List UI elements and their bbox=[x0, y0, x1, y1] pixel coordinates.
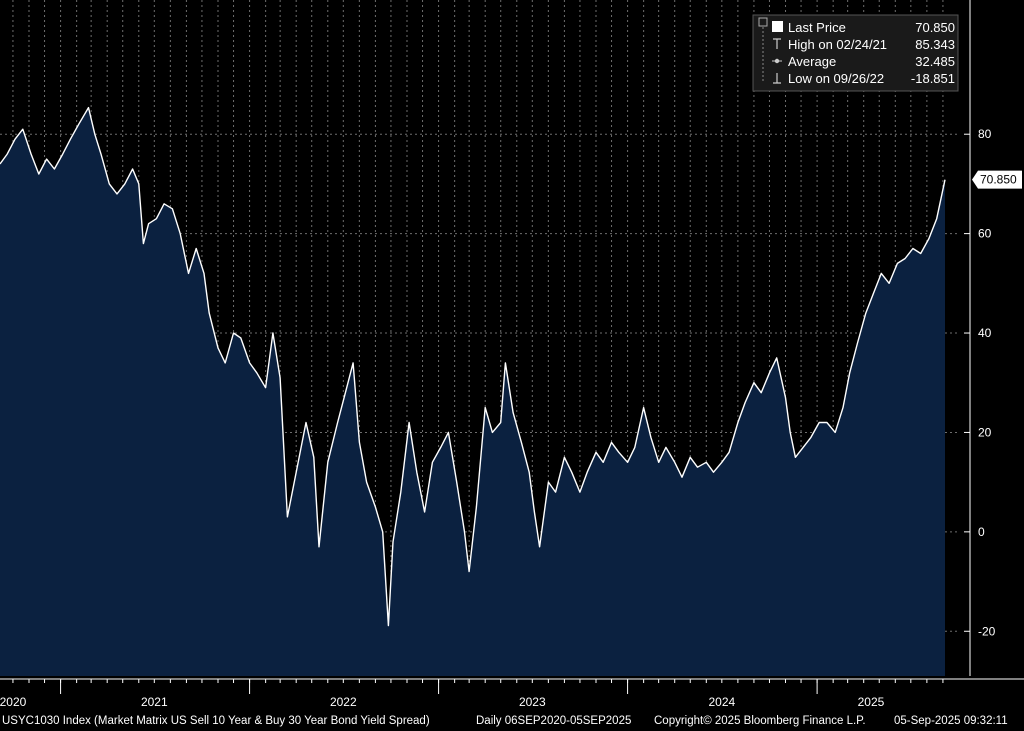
x-tick-label: 2024 bbox=[708, 695, 735, 709]
x-tick-label: 2021 bbox=[141, 695, 168, 709]
y-tick-label: 80 bbox=[978, 127, 992, 141]
legend-box bbox=[752, 14, 959, 92]
chart-area: -20 0 20 40 60 80 2020 2021 2022 2023 2024 2025 70.8… bbox=[0, 0, 1024, 709]
legend-value: 85.343 bbox=[915, 37, 955, 52]
legend-label: High on 02/24/21 bbox=[788, 37, 887, 52]
filled-square-icon bbox=[772, 21, 783, 32]
x-tick-label: 2022 bbox=[330, 695, 357, 709]
y-tick-label: 20 bbox=[978, 425, 992, 439]
legend-value: -18.851 bbox=[911, 71, 955, 86]
legend-collapse-icon bbox=[758, 17, 768, 27]
footer-range: Daily 06SEP2020-05SEP2025 bbox=[476, 715, 632, 727]
x-tick-label: 2023 bbox=[519, 695, 546, 709]
x-tick-label: 2020 bbox=[0, 695, 27, 709]
series-area bbox=[0, 107, 945, 677]
y-tick-label: 60 bbox=[978, 227, 992, 241]
high-marker-icon bbox=[773, 38, 781, 49]
footer-timestamp: 05-Sep-2025 09:32:11 bbox=[894, 715, 1008, 727]
y-tick-label: -20 bbox=[978, 624, 996, 638]
average-marker-icon bbox=[774, 58, 780, 64]
last-price-label: 70.850 bbox=[980, 173, 1017, 187]
legend-value: 32.485 bbox=[915, 54, 955, 69]
footer-copyright: Copyright© 2025 Bloomberg Finance L.P. bbox=[654, 715, 866, 727]
last-price-box bbox=[972, 170, 1022, 189]
series-line bbox=[0, 106, 946, 627]
x-tick-label: 2025 bbox=[858, 695, 885, 709]
legend-label: Average bbox=[788, 54, 836, 69]
legend-value: 70.850 bbox=[915, 20, 955, 35]
footer-security: USYC1030 Index (Market Matrix US Sell 10… bbox=[2, 715, 430, 727]
legend-label: Low on 09/26/22 bbox=[788, 71, 884, 86]
legend-label: Last Price bbox=[788, 20, 846, 35]
chart-footer: USYC1030 Index (Market Matrix US Sell 10… bbox=[0, 712, 1024, 731]
y-tick-label: 40 bbox=[978, 326, 992, 340]
low-marker-icon bbox=[773, 73, 781, 84]
y-tick-label: 0 bbox=[978, 525, 985, 539]
